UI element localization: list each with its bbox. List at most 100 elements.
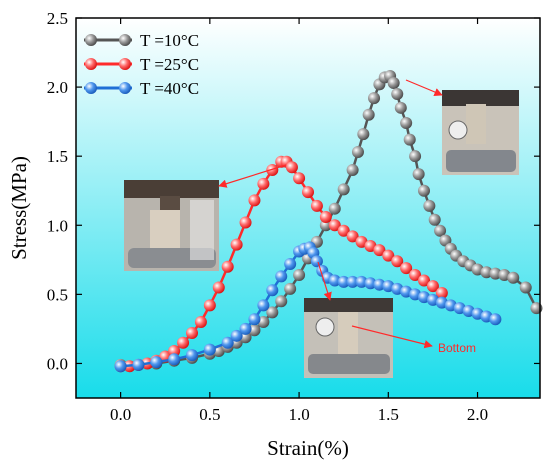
data-point <box>257 299 270 312</box>
data-point <box>489 313 502 326</box>
data-point <box>364 240 377 252</box>
data-point <box>346 164 359 176</box>
data-point <box>373 244 386 257</box>
data-point <box>400 262 413 275</box>
data-point <box>230 329 243 342</box>
x-tick-label: 2.0 <box>467 405 488 424</box>
data-point <box>409 150 422 163</box>
data-point <box>346 275 359 288</box>
plot-frame <box>75 17 541 399</box>
data-point <box>362 108 375 121</box>
data-point <box>239 322 252 335</box>
data-point <box>284 257 297 270</box>
data-point <box>168 345 181 358</box>
data-point <box>435 286 448 299</box>
series-3 <box>114 241 502 373</box>
data-point <box>150 356 163 369</box>
data-point <box>310 255 323 268</box>
data-point <box>302 186 314 199</box>
data-point <box>310 199 323 212</box>
arrow-to-peak-40c <box>317 261 332 301</box>
data-point <box>186 349 198 362</box>
legend-label: T =10°C <box>140 31 199 50</box>
legend-item-3: T =40°C <box>84 79 199 98</box>
data-point <box>418 184 430 197</box>
series-2 <box>114 155 448 373</box>
data-point <box>351 146 364 159</box>
data-point <box>248 194 261 207</box>
data-point <box>203 299 216 312</box>
y-tick-label: 0.0 <box>47 354 68 373</box>
data-point <box>285 161 298 174</box>
data-point <box>248 324 261 337</box>
data-point <box>434 224 447 237</box>
data-point <box>337 224 350 237</box>
data-point <box>382 249 395 262</box>
axis-layer: 0.0 0.5 1.0 1.5 2.0 0.0 0.5 1.0 1.5 2.0 2.5 <box>47 9 540 424</box>
legend-marker <box>85 58 97 70</box>
data-point <box>114 360 127 373</box>
data-point <box>212 281 225 294</box>
y-tick-label: 2.5 <box>47 9 68 28</box>
bottom-annotation: Bottom <box>438 341 476 355</box>
data-point <box>239 216 252 229</box>
x-tick-label: 1.0 <box>288 405 309 424</box>
data-point <box>418 274 430 287</box>
data-point <box>355 235 368 248</box>
data-point <box>221 260 234 273</box>
arrow-to-peak-10c <box>405 79 443 96</box>
data-point <box>194 316 207 328</box>
data-point <box>355 275 368 288</box>
data-point <box>412 168 425 181</box>
y-tick-label: 0.5 <box>47 285 68 304</box>
data-point <box>337 183 350 196</box>
data-point <box>409 269 422 282</box>
data-point <box>403 133 416 146</box>
data-point <box>275 295 288 308</box>
data-point <box>328 219 341 232</box>
data-point <box>373 278 386 291</box>
data-point <box>257 177 270 190</box>
data-point <box>400 117 413 130</box>
data-point <box>391 88 404 100</box>
data-point <box>368 92 381 105</box>
data-point <box>248 313 261 326</box>
legend-label: T =25°C <box>140 55 199 74</box>
data-point <box>480 266 493 279</box>
data-point <box>357 128 370 141</box>
data-point <box>387 76 400 89</box>
legend-item-1: T =10°C <box>84 31 199 50</box>
data-point <box>177 336 190 349</box>
data-point <box>293 172 306 185</box>
data-point <box>230 238 243 251</box>
legend-label: T =40°C <box>140 79 199 98</box>
legend-item-2: T =25°C <box>84 55 199 74</box>
series-layer <box>114 70 543 373</box>
y-tick-label: 1.5 <box>47 147 68 166</box>
data-point <box>519 281 532 294</box>
x-axis-title: Strain(%) <box>267 436 349 460</box>
data-point <box>186 327 198 340</box>
legend-marker <box>119 58 131 70</box>
data-point <box>489 267 502 280</box>
data-point <box>293 269 306 282</box>
x-tick-label: 0.5 <box>199 405 220 424</box>
data-point <box>328 274 341 287</box>
data-point <box>391 255 404 268</box>
data-point <box>275 270 288 283</box>
data-point <box>428 213 441 226</box>
photo-specimen-25c <box>124 180 219 271</box>
data-point <box>346 230 359 243</box>
x-tick-label: 0.0 <box>110 405 131 424</box>
data-point <box>168 353 181 366</box>
legend-marker <box>85 34 97 46</box>
arrow-to-peak-25c <box>218 164 287 188</box>
data-point <box>221 336 234 349</box>
data-point <box>266 306 279 319</box>
data-point <box>203 343 216 356</box>
data-point <box>319 219 332 232</box>
data-point <box>364 277 377 290</box>
data-point <box>319 210 332 223</box>
data-point <box>266 284 279 297</box>
y-tick-label: 2.0 <box>47 78 68 97</box>
